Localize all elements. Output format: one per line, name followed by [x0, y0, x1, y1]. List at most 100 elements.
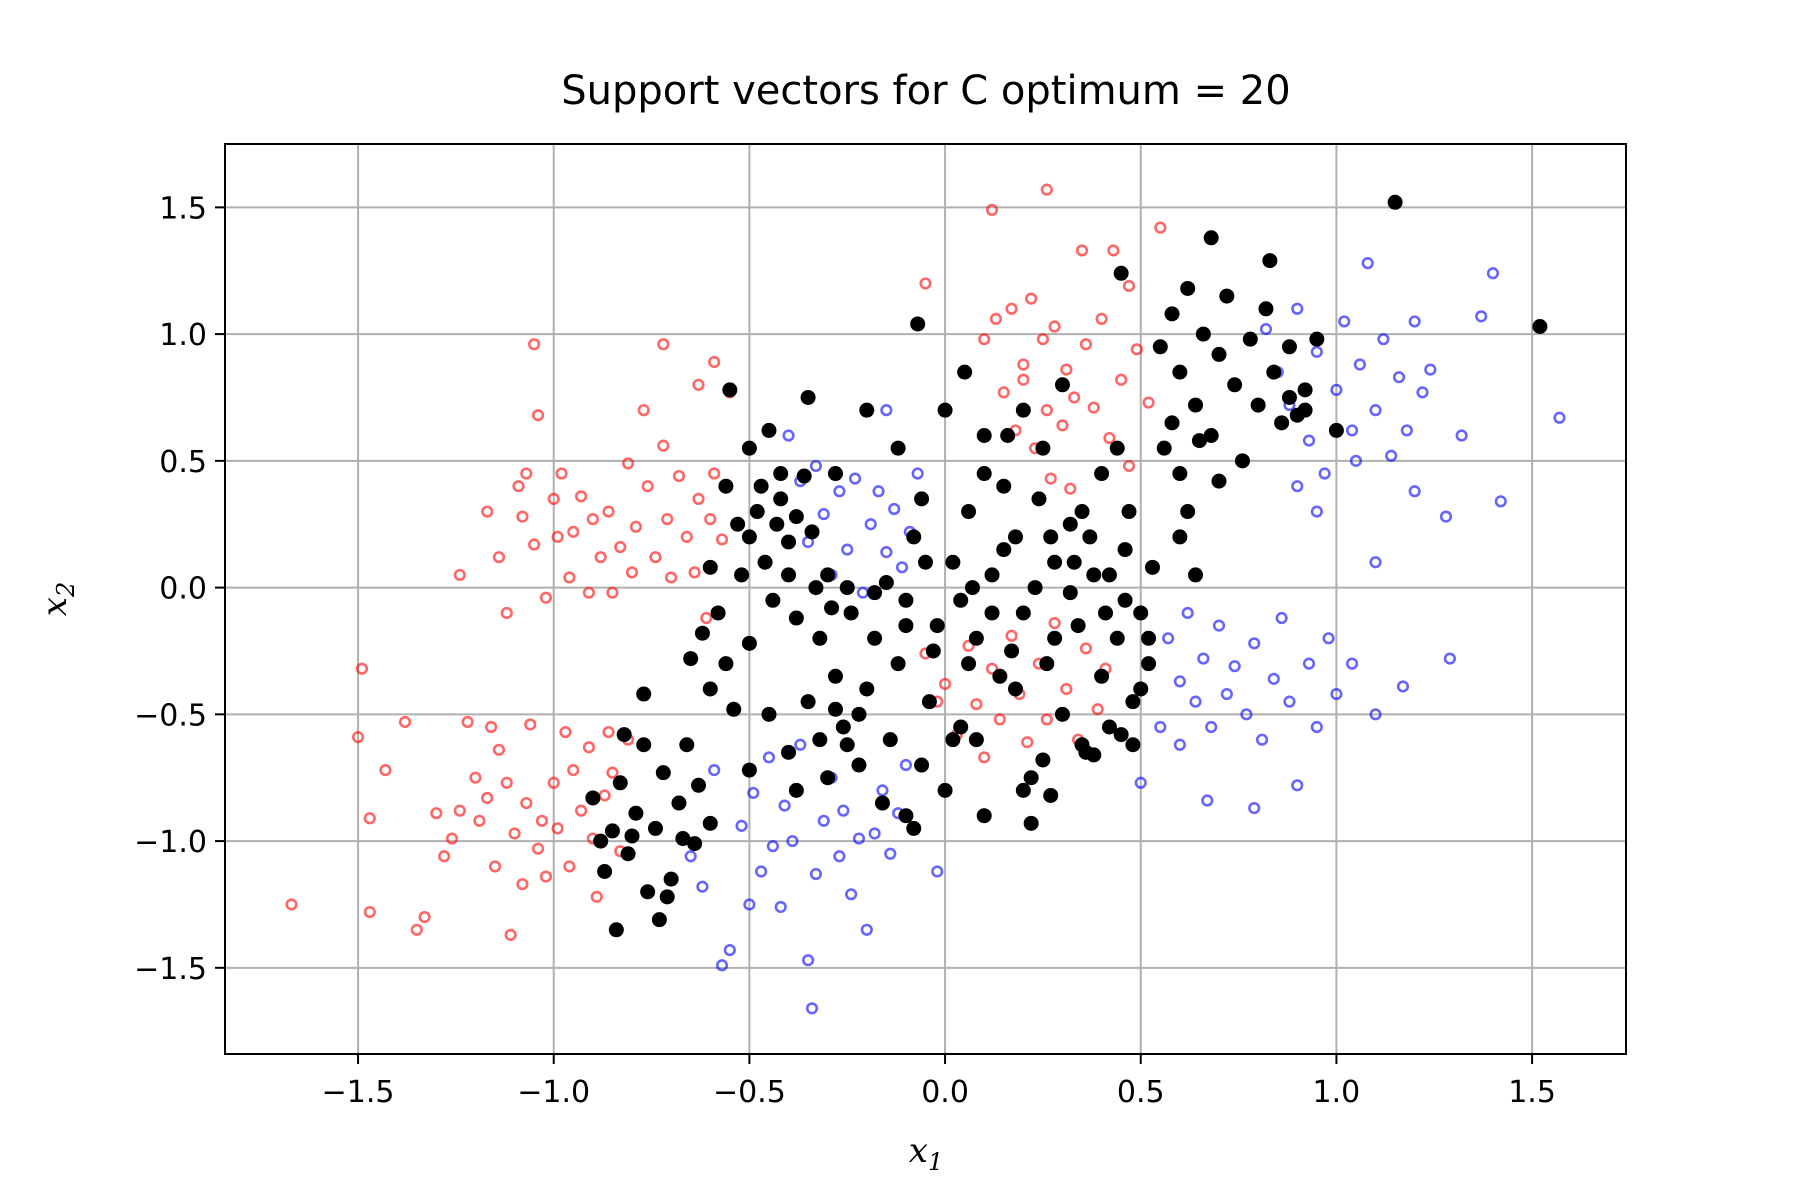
support-vector-point [839, 580, 855, 596]
support-vector-point [702, 815, 718, 831]
support-vector-point [953, 592, 969, 608]
support-vector-point [1015, 782, 1031, 798]
data-point [1075, 244, 1089, 257]
support-vector-point [878, 575, 894, 591]
support-vector-point [996, 542, 1012, 558]
data-point [563, 571, 576, 584]
support-vector-point [1250, 397, 1266, 413]
data-point [1302, 657, 1316, 670]
support-vector-point [1098, 605, 1114, 621]
support-vector-point [1066, 554, 1082, 570]
data-point [1330, 687, 1343, 701]
data-point [778, 799, 791, 812]
data-point [567, 525, 580, 538]
support-vector-point [718, 656, 734, 672]
data-point [1275, 611, 1288, 625]
data-point [1361, 257, 1374, 270]
support-vector-point [827, 701, 843, 717]
x-axis-label: x1 [909, 1131, 943, 1176]
support-vector-point [1180, 280, 1196, 296]
data-point [809, 867, 823, 881]
support-vector-point [1188, 397, 1204, 413]
support-vector-point [1070, 618, 1086, 634]
data-point [1017, 358, 1030, 371]
support-vector-point [890, 440, 906, 456]
data-point [563, 860, 576, 873]
support-vector-point [839, 737, 855, 753]
data-point [868, 827, 881, 840]
data-point [1079, 642, 1093, 655]
data-point [582, 586, 596, 599]
support-vector-point [671, 795, 687, 811]
data-point [520, 796, 533, 810]
support-vector-point [1047, 554, 1063, 570]
data-point [551, 530, 564, 543]
support-vector-point [1121, 504, 1137, 520]
data-point [641, 480, 654, 493]
data-point [559, 725, 572, 739]
data-point [1259, 322, 1273, 336]
data-point [1040, 183, 1053, 196]
support-vector-point [1234, 453, 1250, 469]
support-vector-point [1172, 529, 1188, 545]
data-point [1240, 708, 1253, 721]
data-point [852, 832, 866, 845]
support-vector-point [1015, 402, 1031, 418]
data-point [363, 812, 376, 825]
data-point [1291, 480, 1304, 493]
support-vector-point [992, 668, 1008, 684]
data-point [782, 429, 795, 442]
data-point [445, 832, 459, 845]
support-vector-point [718, 478, 734, 494]
support-vector-point [1086, 567, 1102, 583]
support-vector-point [910, 316, 926, 332]
support-vector-point [1152, 339, 1168, 355]
data-point [1005, 629, 1018, 642]
support-vector-point [1242, 331, 1258, 347]
support-vector-point [914, 491, 930, 507]
support-vector-point [968, 732, 984, 748]
data-point [993, 713, 1006, 726]
data-point [1310, 720, 1323, 734]
data-point [500, 776, 513, 789]
y-tick-label: 0.0 [159, 572, 207, 607]
data-point [586, 513, 599, 526]
support-vector-point [781, 534, 797, 550]
support-vector-point [1004, 643, 1020, 659]
support-vector-point [1328, 422, 1344, 438]
data-point [461, 715, 474, 729]
support-vector-point [918, 554, 933, 570]
data-point [488, 860, 502, 873]
support-vector-point [691, 777, 707, 793]
support-vector-point [1156, 440, 1172, 456]
support-vector-point [835, 719, 851, 735]
support-vector-point [976, 808, 992, 824]
support-vector-point [593, 833, 609, 849]
support-vector-point [1117, 542, 1133, 558]
support-vector-point [1031, 491, 1047, 507]
support-vector-point [1125, 694, 1141, 710]
data-point [1060, 682, 1073, 696]
support-vector-point [1281, 389, 1297, 405]
data-point [637, 404, 650, 417]
data-point [512, 480, 525, 493]
support-vector-point [898, 618, 914, 634]
support-vector-point [1101, 567, 1117, 583]
support-vector-point [976, 428, 992, 444]
support-vector-point [812, 630, 828, 646]
support-vector-point [1023, 815, 1039, 831]
support-vector-point [945, 732, 961, 748]
data-point [833, 850, 846, 863]
data-point [625, 566, 639, 579]
support-vector-point [687, 836, 703, 852]
data-point [860, 923, 873, 936]
support-vector-point [1113, 265, 1129, 281]
support-vector-point [1008, 529, 1024, 545]
data-point [895, 561, 909, 574]
data-point [805, 1002, 819, 1015]
support-vector-point [867, 630, 883, 646]
data-point [864, 518, 877, 531]
support-vector-point [906, 529, 922, 545]
support-vector-point [812, 732, 828, 748]
data-point [516, 510, 529, 523]
